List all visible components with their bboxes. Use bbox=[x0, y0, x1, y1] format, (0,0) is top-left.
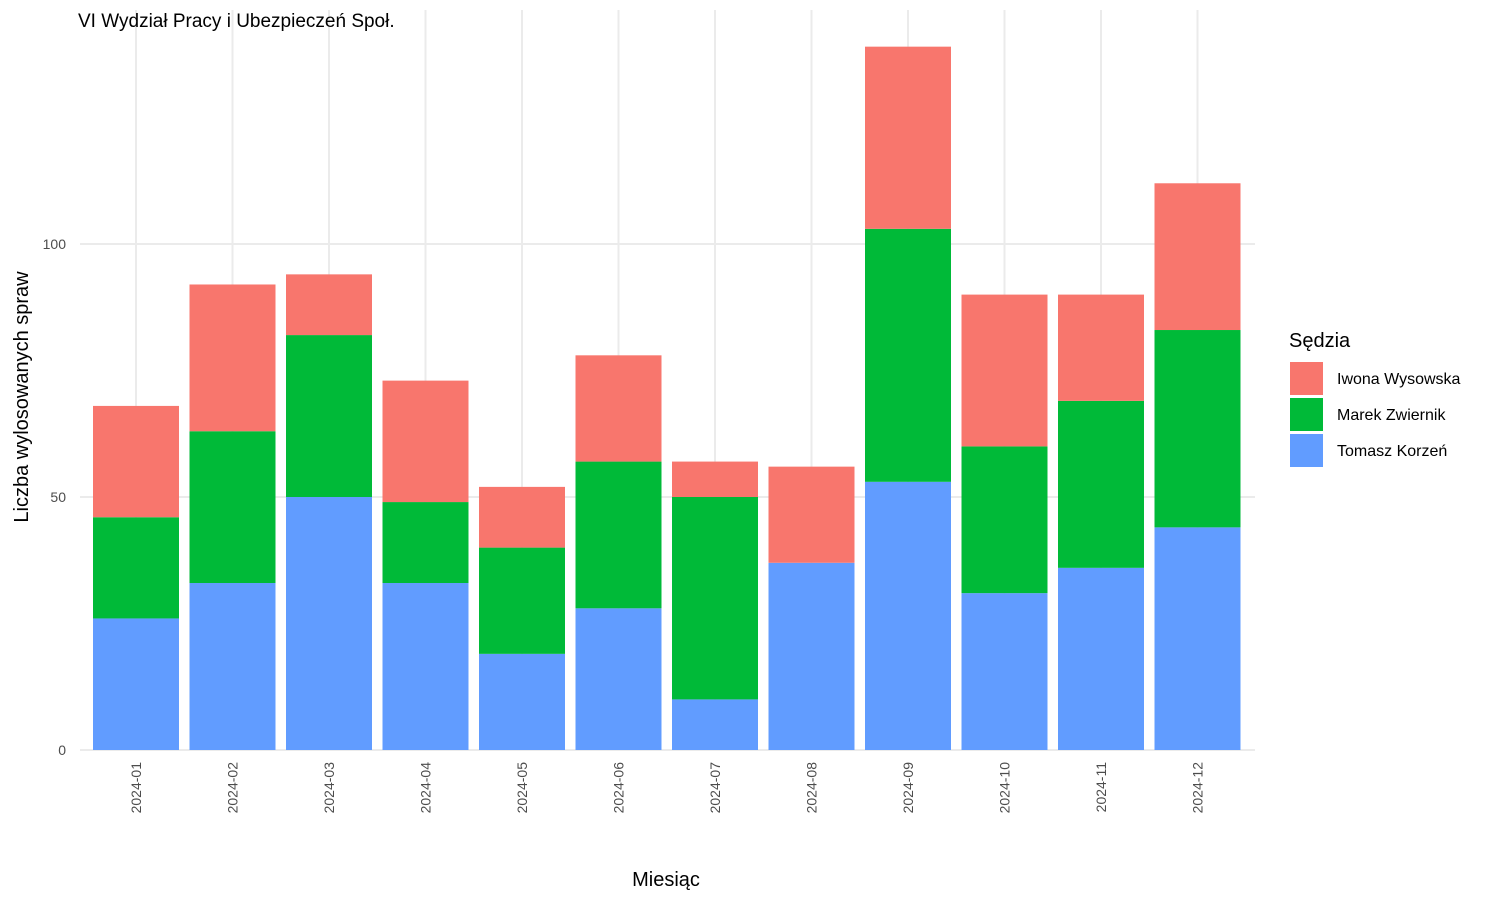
x-tick-label-2024-05: 2024-05 bbox=[514, 762, 530, 814]
bar-2024-02-series-2 bbox=[189, 284, 276, 432]
bar-2024-10-series-0 bbox=[961, 593, 1048, 750]
legend-label-1: Marek Zwiernik bbox=[1337, 407, 1446, 424]
x-tick-label-2024-12: 2024-12 bbox=[1190, 762, 1206, 814]
bar-2024-06-series-1 bbox=[575, 461, 662, 609]
x-tick-label-2024-10: 2024-10 bbox=[997, 762, 1013, 814]
legend-swatch-0 bbox=[1290, 362, 1323, 395]
bars bbox=[93, 46, 1241, 750]
bar-2024-03-series-1 bbox=[286, 335, 372, 497]
bar-2024-08-series-0 bbox=[768, 562, 855, 750]
bar-2024-09-series-2 bbox=[865, 46, 951, 229]
legend-items: Iwona Wysowska Marek Zwiernik Tomasz Korze… bbox=[1290, 362, 1461, 467]
bar-2024-06-series-2 bbox=[575, 355, 662, 462]
legend-swatch-1 bbox=[1290, 398, 1323, 431]
bar-2024-02-series-1 bbox=[189, 431, 276, 584]
x-tick-label-2024-03: 2024-03 bbox=[321, 762, 337, 814]
bar-2024-05-series-2 bbox=[479, 486, 565, 548]
bar-2024-07-series-1 bbox=[672, 497, 758, 700]
bar-2024-04-series-2 bbox=[382, 380, 469, 503]
x-tick-label-2024-07: 2024-07 bbox=[707, 762, 723, 814]
x-tick-label-2024-01: 2024-01 bbox=[128, 762, 144, 814]
bar-2024-06-series-0 bbox=[575, 608, 662, 750]
bar-2024-02-series-0 bbox=[189, 583, 276, 750]
legend-title: Sędzia bbox=[1289, 330, 1351, 352]
x-axis-title: Miesiąc bbox=[632, 869, 700, 891]
bar-2024-10-series-2 bbox=[961, 294, 1048, 447]
x-tick-label-2024-04: 2024-04 bbox=[418, 762, 434, 814]
bar-2024-12-series-1 bbox=[1154, 330, 1241, 528]
x-tick-label-2024-06: 2024-06 bbox=[611, 762, 627, 814]
bar-2024-03-series-2 bbox=[286, 274, 372, 336]
y-tick-label-50: 50 bbox=[50, 489, 66, 505]
bar-2024-07-series-2 bbox=[672, 461, 758, 497]
bar-2024-12-series-0 bbox=[1154, 527, 1241, 750]
x-tick-label-2024-08: 2024-08 bbox=[804, 762, 820, 814]
bar-2024-01-series-2 bbox=[93, 405, 179, 518]
legend-swatch-2 bbox=[1290, 434, 1323, 467]
bar-2024-11-series-0 bbox=[1058, 567, 1144, 750]
x-tick-label-2024-02: 2024-02 bbox=[225, 762, 241, 814]
legend: Sędzia Iwona Wysowska Marek Zwiernik Tomas… bbox=[1289, 330, 1461, 467]
bar-2024-10-series-1 bbox=[961, 446, 1048, 594]
bar-2024-09-series-1 bbox=[865, 228, 951, 482]
x-tick-label-2024-09: 2024-09 bbox=[900, 762, 916, 814]
bar-2024-04-series-0 bbox=[382, 583, 469, 750]
y-tick-label-100: 100 bbox=[43, 236, 67, 252]
bar-2024-08-series-2 bbox=[768, 466, 855, 563]
bar-2024-03-series-0 bbox=[286, 497, 372, 750]
legend-label-0: Iwona Wysowska bbox=[1337, 371, 1461, 388]
bar-2024-01-series-0 bbox=[93, 618, 179, 750]
bar-2024-05-series-1 bbox=[479, 547, 565, 654]
x-axis-ticks: 2024-01 2024-02 2024-03 2024-04 2024-05 2024-… bbox=[128, 762, 1206, 814]
bar-2024-07-series-0 bbox=[672, 699, 758, 750]
bar-2024-04-series-1 bbox=[382, 502, 469, 584]
bar-2024-11-series-2 bbox=[1058, 294, 1144, 401]
y-axis-ticks: 0 50 100 bbox=[43, 236, 67, 758]
bar-2024-09-series-0 bbox=[865, 481, 951, 750]
bar-2024-05-series-0 bbox=[479, 653, 565, 750]
bar-2024-01-series-1 bbox=[93, 517, 179, 619]
chart-title: VI Wydział Pracy i Ubezpieczeń Społ. bbox=[78, 11, 395, 32]
y-axis-title: Liczba wylosowanych spraw bbox=[11, 271, 33, 523]
bar-2024-12-series-2 bbox=[1154, 183, 1241, 331]
x-tick-label-2024-11: 2024-11 bbox=[1093, 762, 1109, 813]
y-tick-label-0: 0 bbox=[58, 742, 66, 758]
legend-label-2: Tomasz Korzeń bbox=[1337, 443, 1447, 460]
bar-2024-11-series-1 bbox=[1058, 400, 1144, 568]
